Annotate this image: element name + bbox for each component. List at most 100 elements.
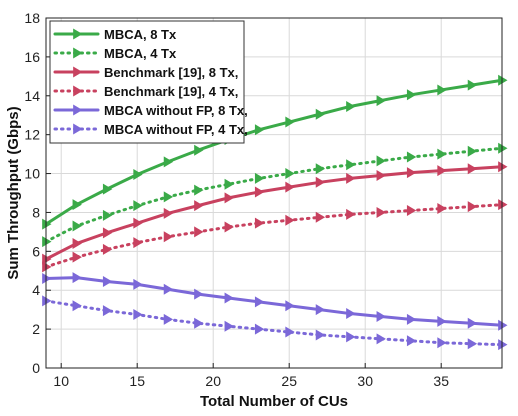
series-marker <box>72 220 82 232</box>
x-tick-label: 25 <box>281 373 297 389</box>
legend-item: MBCA without FP, 4 Tx, <box>53 122 248 137</box>
plot-series <box>42 74 508 351</box>
legend-label: MBCA without FP, 8 Tx, <box>104 103 248 118</box>
series-marker <box>406 89 417 101</box>
x-axis-label: Total Number of CUs <box>200 393 348 410</box>
series-line <box>44 299 504 347</box>
legend-marker <box>73 66 83 78</box>
series-marker <box>346 331 356 343</box>
y-tick-label: 0 <box>32 360 40 376</box>
series-marker <box>376 206 386 218</box>
series-marker <box>72 272 82 284</box>
series-marker <box>194 184 204 196</box>
series-marker <box>285 300 295 312</box>
series-marker <box>498 161 508 173</box>
series-marker <box>133 217 143 229</box>
series-line <box>44 276 504 327</box>
series-marker <box>42 236 52 248</box>
series-marker <box>254 217 265 229</box>
series-marker <box>133 200 143 212</box>
legend-label: MBCA without FP, 4 Tx, <box>104 122 248 137</box>
y-tick-label: 12 <box>24 127 40 143</box>
series-marker <box>467 79 478 91</box>
series-marker <box>498 339 508 351</box>
legend-marker <box>73 85 83 97</box>
series-marker <box>315 108 326 120</box>
legend-item: Benchmark [19], 8 Tx, <box>53 65 238 80</box>
series-marker <box>346 172 356 184</box>
y-tick-label: 18 <box>24 10 40 26</box>
series-marker <box>102 227 113 239</box>
series-marker <box>467 163 478 175</box>
series-marker <box>437 337 447 349</box>
series-marker <box>42 273 52 285</box>
series-marker <box>194 226 204 238</box>
series-marker <box>224 292 234 304</box>
x-tick-label: 30 <box>357 373 373 389</box>
series-marker <box>406 167 417 179</box>
series-marker <box>498 142 508 154</box>
series-marker <box>315 176 326 188</box>
series-marker <box>102 209 113 221</box>
series-marker <box>376 333 386 345</box>
series-2 <box>42 142 508 248</box>
legend-marker <box>73 47 83 59</box>
series-marker <box>346 208 356 220</box>
series-marker <box>163 156 174 168</box>
series-marker <box>163 231 174 243</box>
series-marker <box>498 319 508 331</box>
series-marker <box>133 278 143 290</box>
series-marker <box>376 170 386 181</box>
series-marker <box>254 172 265 184</box>
series-marker <box>163 313 174 325</box>
series-line <box>44 203 504 269</box>
series-marker <box>102 243 113 255</box>
series-marker <box>102 305 113 317</box>
legend-label: Benchmark [19], 8 Tx, <box>104 65 238 80</box>
series-line <box>44 165 504 261</box>
series-marker <box>498 199 508 211</box>
series-marker <box>437 315 447 327</box>
series-marker <box>437 84 447 96</box>
x-tick-label: 15 <box>129 373 145 389</box>
series-marker <box>285 116 295 128</box>
series-marker <box>133 237 143 249</box>
series-marker <box>254 186 265 198</box>
series-marker <box>437 148 447 160</box>
series-marker <box>406 151 417 163</box>
series-marker <box>285 168 295 180</box>
series-marker <box>224 178 234 190</box>
series-marker <box>102 183 113 195</box>
series-marker <box>285 214 295 226</box>
y-tick-label: 8 <box>32 204 40 220</box>
legend-item: MBCA without FP, 8 Tx, <box>53 103 248 118</box>
series-marker <box>346 100 356 112</box>
plot-frame <box>45 17 503 369</box>
series-marker <box>467 201 478 213</box>
legend: MBCA, 8 Tx MBCA, 4 Tx Benchmark [19], 8 Tx… <box>49 20 248 144</box>
series-marker <box>72 199 82 211</box>
series-marker <box>42 218 52 230</box>
series-marker <box>346 159 356 171</box>
legend-marker <box>73 104 83 116</box>
series-marker <box>133 169 143 181</box>
series-marker <box>376 310 386 322</box>
series-marker <box>42 253 52 265</box>
series-5 <box>42 272 508 331</box>
series-1 <box>42 74 508 230</box>
series-marker <box>467 317 478 329</box>
series-marker <box>194 200 204 212</box>
series-6 <box>42 295 508 351</box>
series-marker <box>406 205 417 216</box>
series-marker <box>224 221 234 233</box>
series-marker <box>194 317 204 329</box>
series-3 <box>42 161 508 265</box>
x-tick-label: 10 <box>53 373 69 389</box>
series-4 <box>42 199 508 273</box>
series-marker <box>133 309 143 321</box>
series-marker <box>285 326 295 338</box>
series-marker <box>315 304 326 316</box>
tick-labels: 10 15 20 25 30 35 0 2 4 6 8 10 12 14 16 18 <box>24 10 449 389</box>
series-marker <box>194 144 204 156</box>
y-tick-label: 16 <box>24 49 40 65</box>
